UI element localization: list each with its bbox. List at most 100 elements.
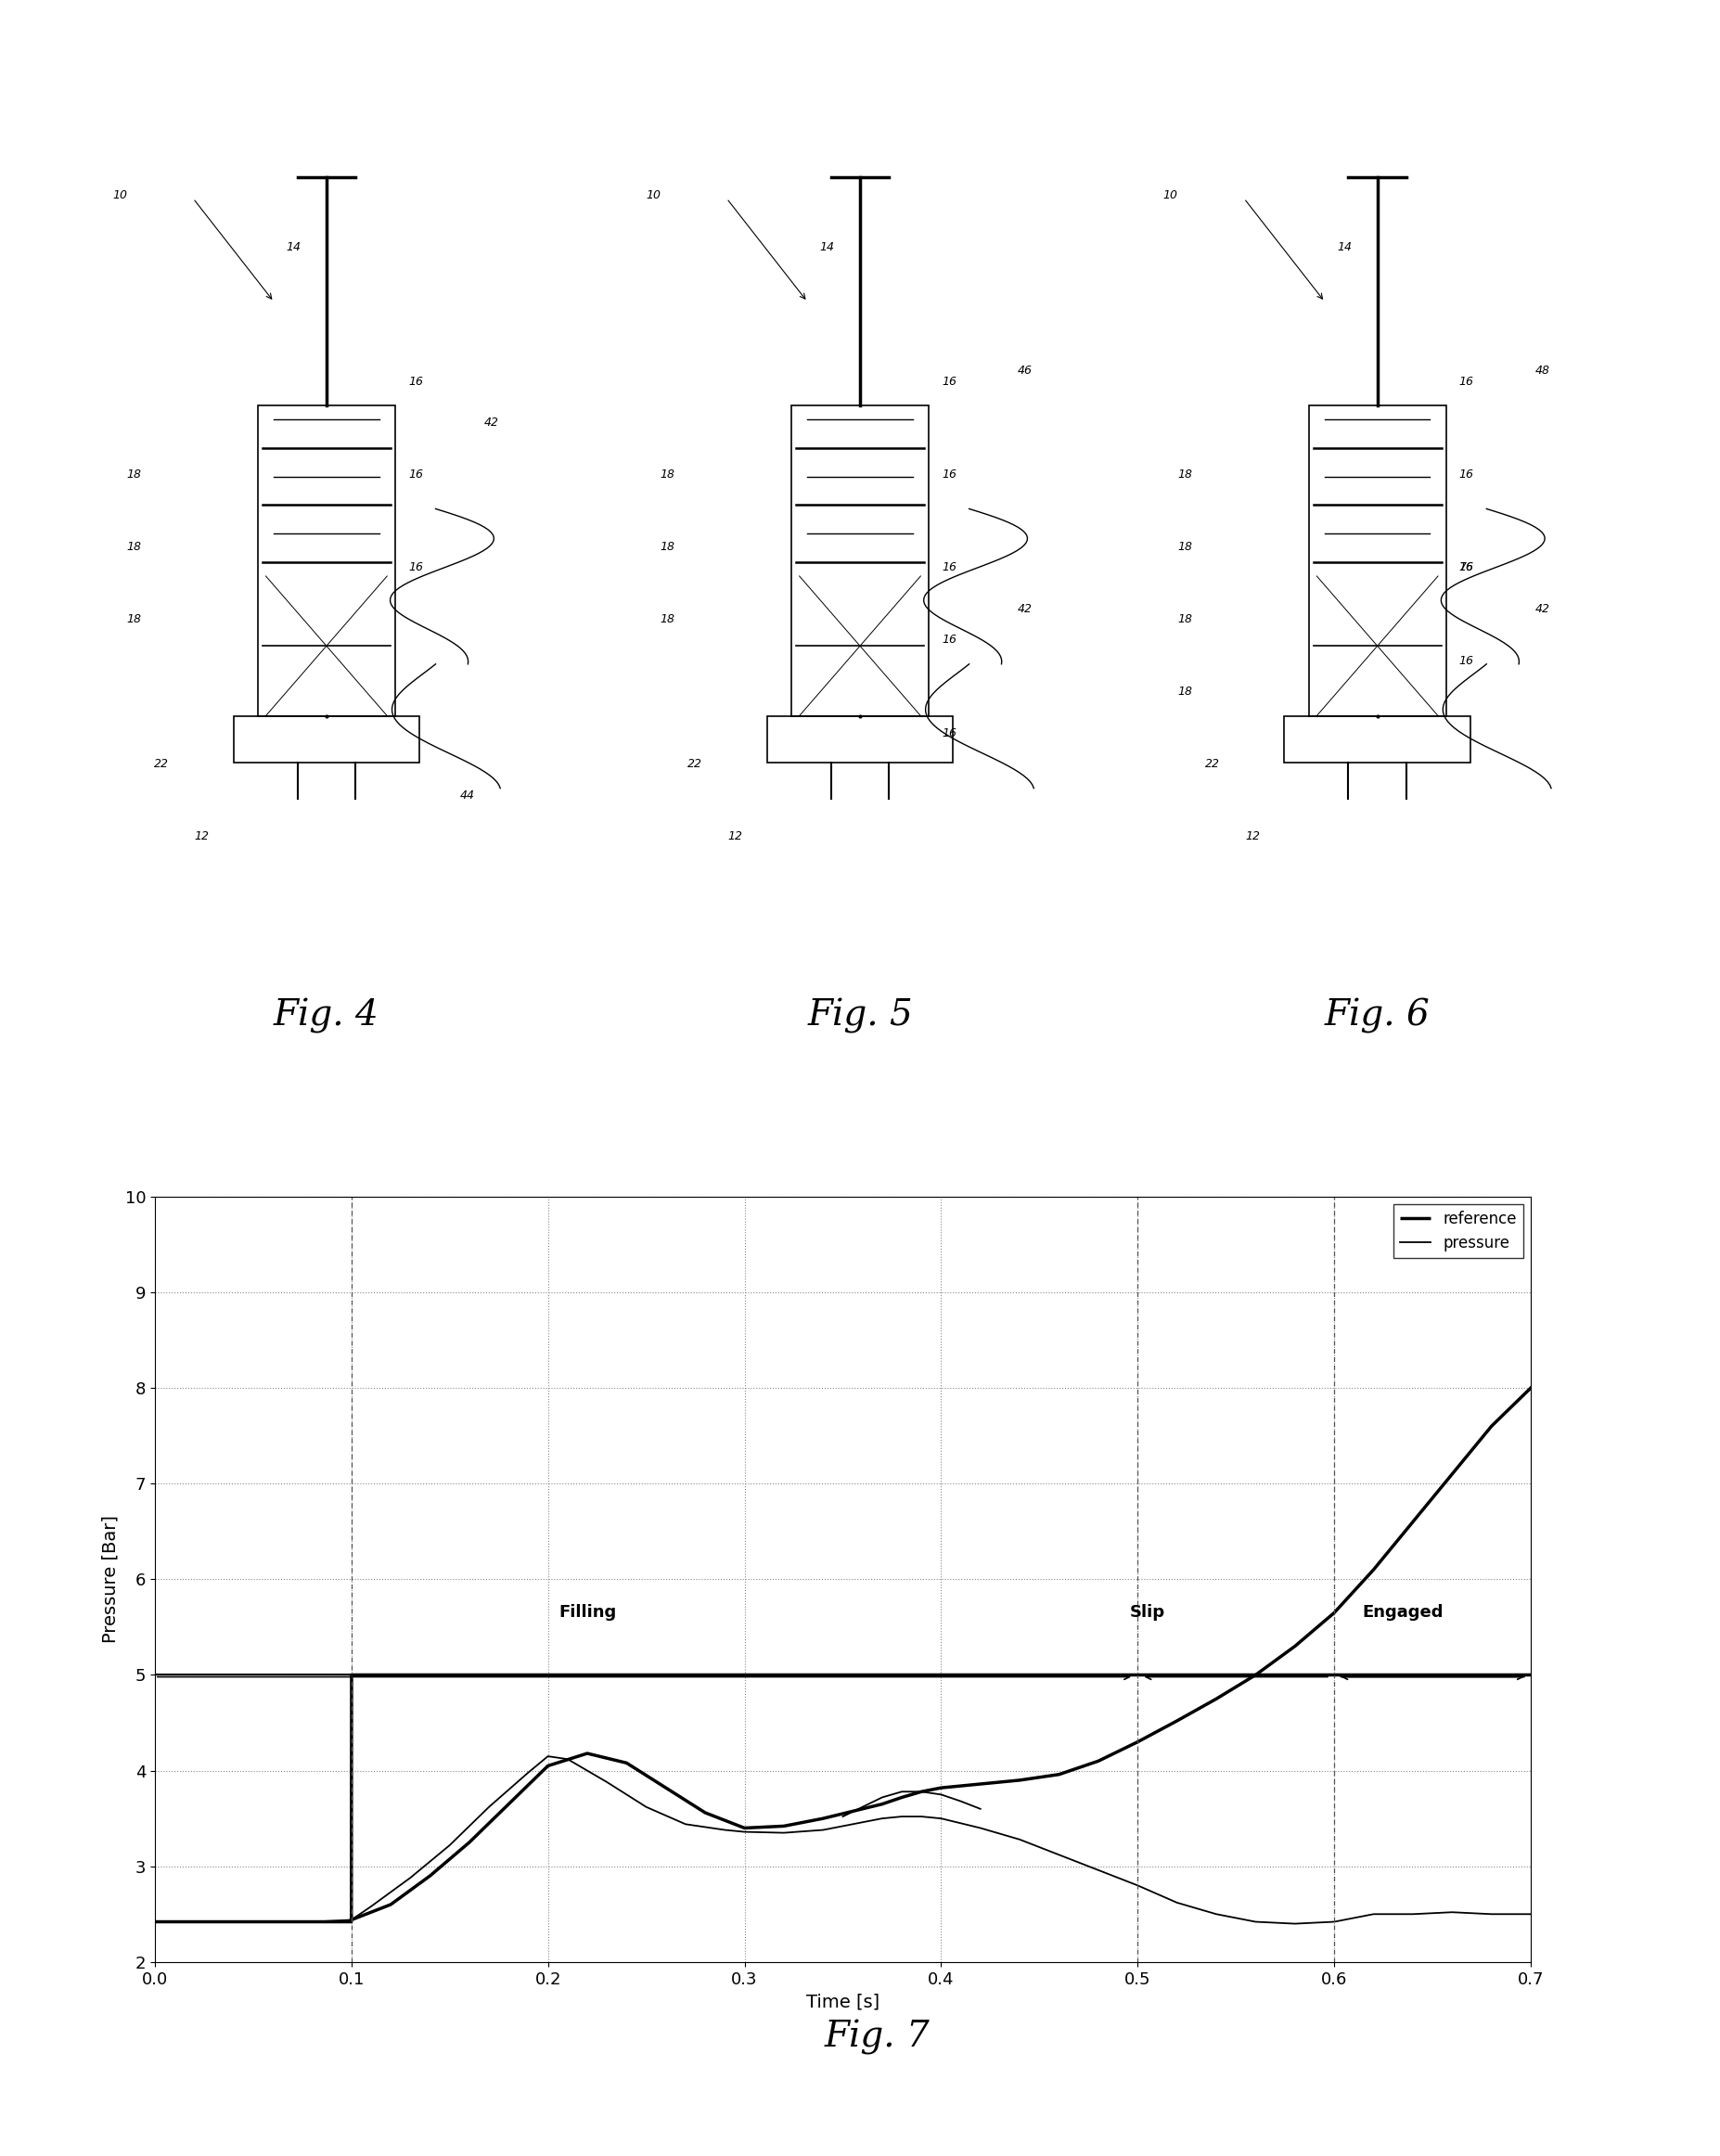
- pressure: [1441, 1899, 1462, 1925]
- Text: 16: 16: [408, 561, 423, 573]
- Text: Fig. 4: Fig. 4: [273, 998, 378, 1033]
- reference: [1128, 1662, 1149, 1688]
- Line: pressure: pressure: [155, 1757, 1531, 1923]
- pressure: [774, 1820, 795, 1846]
- Text: 22: 22: [155, 759, 169, 770]
- reference: [1127, 1662, 1147, 1688]
- Text: Fig. 7: Fig. 7: [824, 2020, 931, 2055]
- Text: 14: 14: [819, 241, 834, 252]
- pressure: [538, 1744, 559, 1770]
- reference: [144, 1908, 165, 1934]
- Bar: [1285, 716, 1471, 763]
- Text: 42: 42: [1534, 604, 1550, 614]
- Text: 12: 12: [194, 830, 210, 843]
- Text: Fig. 5: Fig. 5: [807, 998, 913, 1033]
- pressure: [301, 1908, 322, 1934]
- Bar: [234, 716, 420, 763]
- Text: 14: 14: [1336, 241, 1352, 252]
- Text: 18: 18: [127, 612, 141, 625]
- pressure: [1520, 1902, 1541, 1927]
- pressure: [891, 1805, 912, 1830]
- Text: Filling: Filling: [559, 1604, 616, 1621]
- pressure: [1245, 1908, 1266, 1934]
- Text: 44: 44: [459, 789, 475, 802]
- Text: 18: 18: [660, 541, 674, 552]
- pressure: [1481, 1902, 1502, 1927]
- reference: [1520, 1662, 1541, 1688]
- Text: 16: 16: [941, 561, 956, 573]
- Legend: reference, pressure: reference, pressure: [1393, 1205, 1524, 1257]
- pressure: [1402, 1902, 1422, 1927]
- pressure: [814, 1818, 834, 1843]
- pressure: [144, 1908, 165, 1934]
- pressure: [1089, 1856, 1109, 1882]
- Text: 48: 48: [1534, 364, 1550, 377]
- pressure: [1206, 1902, 1226, 1927]
- pressure: [832, 1813, 853, 1839]
- Bar: [258, 405, 396, 716]
- Text: 10: 10: [1163, 190, 1178, 201]
- pressure: [1285, 1910, 1305, 1936]
- Text: Engaged: Engaged: [1362, 1604, 1443, 1621]
- pressure: [872, 1805, 893, 1830]
- pressure: [1010, 1826, 1030, 1852]
- Text: 16: 16: [1459, 561, 1474, 573]
- pressure: [597, 1770, 617, 1796]
- pressure: [478, 1794, 499, 1820]
- Text: 16: 16: [1459, 655, 1474, 666]
- Text: 18: 18: [1178, 612, 1192, 625]
- Text: 42: 42: [1018, 604, 1032, 614]
- pressure: [1049, 1841, 1070, 1867]
- Text: 14: 14: [286, 241, 301, 252]
- Text: 18: 18: [660, 612, 674, 625]
- Text: 18: 18: [1178, 686, 1192, 699]
- Bar: [767, 716, 953, 763]
- pressure: [1364, 1902, 1385, 1927]
- pressure: [1166, 1889, 1187, 1915]
- pressure: [439, 1833, 459, 1858]
- Text: 46: 46: [1018, 364, 1032, 377]
- Text: 16: 16: [408, 375, 423, 388]
- Text: Fig. 6: Fig. 6: [1324, 998, 1429, 1033]
- Text: 16: 16: [1459, 468, 1474, 481]
- Text: 10: 10: [645, 190, 660, 201]
- Y-axis label: Pressure [Bar]: Pressure [Bar]: [101, 1516, 120, 1643]
- pressure: [931, 1805, 951, 1830]
- pressure: [1127, 1871, 1147, 1899]
- Text: 16: 16: [941, 634, 956, 647]
- Text: 18: 18: [127, 541, 141, 552]
- pressure: [518, 1759, 538, 1785]
- Text: 16: 16: [941, 727, 956, 740]
- Bar: [791, 405, 929, 716]
- Text: 18: 18: [660, 468, 674, 481]
- Text: 16: 16: [941, 375, 956, 388]
- pressure: [676, 1811, 697, 1837]
- Text: 42: 42: [483, 416, 499, 429]
- reference: [341, 1662, 361, 1688]
- Text: 76: 76: [1459, 561, 1474, 573]
- pressure: [851, 1809, 872, 1835]
- pressure: [341, 1906, 361, 1932]
- Text: 16: 16: [1459, 375, 1474, 388]
- Text: 22: 22: [1206, 759, 1219, 770]
- Text: 18: 18: [1178, 468, 1192, 481]
- Text: Slip: Slip: [1130, 1604, 1164, 1621]
- reference: [341, 1908, 361, 1934]
- pressure: [970, 1815, 991, 1841]
- Text: 22: 22: [688, 759, 702, 770]
- pressure: [636, 1794, 657, 1820]
- X-axis label: Time [s]: Time [s]: [807, 1992, 879, 2009]
- pressure: [401, 1865, 421, 1891]
- Text: 16: 16: [941, 468, 956, 481]
- Text: 16: 16: [408, 468, 423, 481]
- pressure: [361, 1893, 382, 1919]
- Line: reference: reference: [155, 1675, 1531, 1921]
- Text: 18: 18: [127, 468, 141, 481]
- pressure: [557, 1746, 578, 1772]
- Text: 10: 10: [112, 190, 127, 201]
- Bar: [1309, 405, 1447, 716]
- pressure: [714, 1818, 734, 1843]
- pressure: [734, 1820, 755, 1846]
- pressure: [912, 1805, 932, 1830]
- Text: 18: 18: [1178, 541, 1192, 552]
